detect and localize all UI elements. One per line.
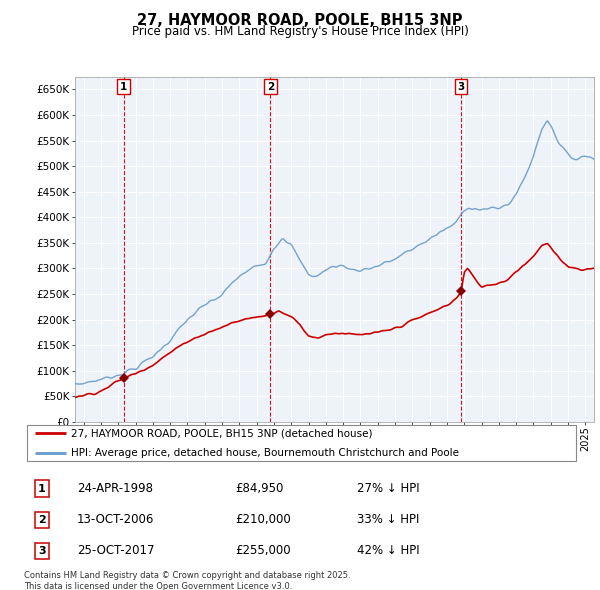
Text: £255,000: £255,000 [235, 545, 290, 558]
Text: 27, HAYMOOR ROAD, POOLE, BH15 3NP: 27, HAYMOOR ROAD, POOLE, BH15 3NP [137, 13, 463, 28]
Text: 1: 1 [120, 82, 127, 92]
Text: Price paid vs. HM Land Registry's House Price Index (HPI): Price paid vs. HM Land Registry's House … [131, 25, 469, 38]
Text: 33% ↓ HPI: 33% ↓ HPI [357, 513, 419, 526]
Text: 24-APR-1998: 24-APR-1998 [77, 482, 153, 495]
Text: £84,950: £84,950 [235, 482, 283, 495]
Text: 2: 2 [266, 82, 274, 92]
Text: HPI: Average price, detached house, Bournemouth Christchurch and Poole: HPI: Average price, detached house, Bour… [71, 448, 459, 458]
Text: 3: 3 [458, 82, 465, 92]
Text: 27% ↓ HPI: 27% ↓ HPI [357, 482, 419, 495]
Text: 27, HAYMOOR ROAD, POOLE, BH15 3NP (detached house): 27, HAYMOOR ROAD, POOLE, BH15 3NP (detac… [71, 428, 373, 438]
FancyBboxPatch shape [27, 425, 576, 461]
Text: 2: 2 [38, 514, 46, 525]
Text: 42% ↓ HPI: 42% ↓ HPI [357, 545, 419, 558]
Text: 25-OCT-2017: 25-OCT-2017 [77, 545, 154, 558]
Text: 1: 1 [38, 484, 46, 493]
Text: £210,000: £210,000 [235, 513, 290, 526]
Text: Contains HM Land Registry data © Crown copyright and database right 2025.
This d: Contains HM Land Registry data © Crown c… [24, 571, 350, 590]
Text: 3: 3 [38, 546, 46, 556]
Text: 13-OCT-2006: 13-OCT-2006 [77, 513, 154, 526]
